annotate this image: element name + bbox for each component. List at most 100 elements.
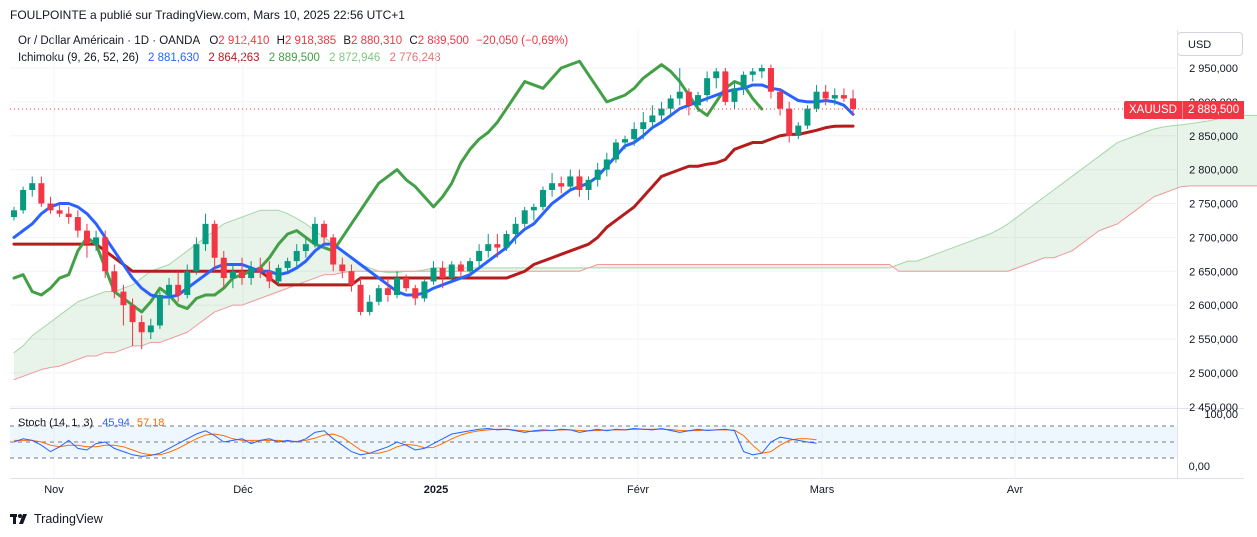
candle-body [147, 325, 154, 333]
candle-body [74, 217, 81, 231]
candle-body [622, 139, 629, 143]
candle-body [239, 271, 245, 279]
candle-body [412, 288, 419, 299]
candle-body [156, 294, 163, 326]
candle-body [485, 244, 492, 251]
candle-body [184, 271, 191, 295]
candle-body [558, 183, 565, 187]
candle-body [786, 108, 793, 136]
candle-body [439, 267, 446, 279]
stoch-k-line [13, 428, 817, 457]
candle-body [457, 264, 464, 272]
candle-body [476, 250, 483, 262]
candle-body [567, 176, 574, 187]
candle-body [840, 95, 847, 99]
candle-body [357, 284, 364, 312]
close-value: 2 889,500 [417, 35, 469, 47]
tradingview-logo-icon [10, 514, 27, 524]
kijun-value: 2 864,263 [208, 52, 260, 64]
tradingview-logo[interactable]: TradingView [10, 512, 103, 526]
candle-body [375, 288, 382, 302]
candle-body [503, 234, 510, 248]
candle-body [676, 91, 683, 99]
candle-body [421, 281, 428, 299]
time-axis-label: Déc [233, 484, 253, 496]
candle-body [850, 98, 857, 109]
candle-body [740, 74, 747, 89]
stoch-d-line [14, 428, 817, 456]
kumo-cloud-segment [898, 115, 1257, 272]
candle-body [193, 244, 200, 272]
candle-body [695, 95, 701, 106]
candle-body [467, 261, 473, 272]
candle-body [576, 176, 583, 190]
candle-body [220, 257, 227, 279]
time-axis-label: Nov [44, 484, 64, 496]
candle-body [685, 91, 692, 106]
stoch-axis-label: 0,00 [1189, 461, 1210, 473]
price-tag-value: 2 889,500 [1182, 101, 1245, 119]
candle-body [302, 244, 309, 251]
candle-body [211, 223, 218, 258]
tenkan-line [12, 83, 855, 299]
candle-body [649, 115, 656, 123]
candle-body [330, 237, 337, 265]
price-tag-symbol: XAUUSD [1124, 101, 1183, 119]
candle-body [585, 179, 592, 190]
time-axis-label: Févr [627, 484, 649, 496]
ichimoku-legend: Ichimoku (9, 26, 52, 26) 2 881,630 2 864… [18, 52, 447, 64]
candle-body [549, 183, 556, 190]
candle-body [749, 71, 756, 75]
time-axis-label: Mars [810, 484, 835, 496]
candle-body [138, 322, 145, 333]
candle-body [822, 91, 829, 99]
candle-body [521, 210, 528, 224]
candle-body [658, 108, 665, 116]
candle-body [275, 267, 282, 282]
senkou-b-value: 2 776,248 [389, 52, 441, 64]
price-axis-label: 2 750,000 [1189, 199, 1238, 211]
stoch-label[interactable]: Stoch (14, 1, 3) [18, 417, 94, 429]
symbol-legend: Or / Dollar Américain · 1D · OANDA O2 91… [18, 35, 572, 47]
price-axis-label: 2 600,000 [1189, 300, 1238, 312]
candle-body [11, 210, 17, 218]
candle-body [202, 223, 209, 245]
candle-body [129, 305, 136, 323]
candle-body [257, 267, 264, 272]
price-axis-label: 2 500,000 [1189, 368, 1238, 380]
candle-body [767, 68, 774, 92]
open-value: 2 912,410 [218, 35, 270, 47]
candle-body [83, 230, 90, 245]
candle-body [321, 223, 328, 238]
candle-body [403, 278, 410, 289]
change-value: −20,050 (−0,69%) [476, 35, 569, 47]
candle-body [93, 237, 100, 245]
publish-header: FOULPOINTE a publié sur TradingView.com,… [10, 8, 405, 22]
candle-body [284, 261, 291, 268]
time-axis-label: 2025 [424, 484, 448, 496]
price-axis-label: 2 950,000 [1189, 63, 1238, 75]
candle-body [612, 142, 619, 160]
currency-button[interactable]: USD [1177, 32, 1243, 56]
kumo-cloud-segment [14, 210, 388, 380]
symbol-name[interactable]: Or / Dollar Américain · 1D · OANDA [18, 35, 201, 47]
candle-body [804, 108, 811, 126]
time-axis-label: Avr [1007, 484, 1024, 496]
candle-body [29, 183, 36, 190]
candle-body [166, 284, 173, 295]
candle-body [102, 237, 109, 272]
candle-body [111, 271, 118, 292]
senkou-a-line [13, 114, 1257, 354]
candle-body [339, 264, 346, 272]
senkou-a-value: 2 872,946 [329, 52, 381, 64]
candle-body [65, 213, 72, 218]
candle-body [667, 98, 674, 109]
ichimoku-label[interactable]: Ichimoku (9, 26, 52, 26) [18, 52, 139, 64]
candle-body [831, 95, 838, 99]
candle-body [38, 183, 45, 204]
candle-body [758, 68, 765, 72]
candle-body [603, 159, 610, 170]
candle-body [722, 71, 729, 102]
price-axis-label: 2 550,000 [1189, 334, 1238, 346]
